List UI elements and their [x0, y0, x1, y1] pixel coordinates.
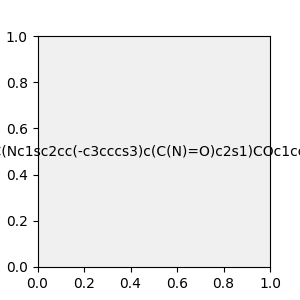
Text: O=C(Nc1sc2cc(-c3cccs3)c(C(N)=O)c2s1)COc1ccccc1: O=C(Nc1sc2cc(-c3cccs3)c(C(N)=O)c2s1)COc1… — [0, 145, 300, 158]
